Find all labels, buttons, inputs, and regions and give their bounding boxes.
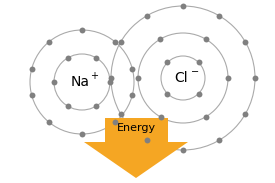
Point (119, 41, 123, 44)
Point (30, 94, 34, 97)
Point (130, 67, 134, 70)
Point (217, 139, 221, 142)
Text: Na: Na (70, 75, 89, 89)
Point (66, 56, 70, 59)
Point (158, 38, 163, 40)
Point (30, 67, 34, 70)
Point (94, 56, 98, 59)
Text: +: + (90, 71, 98, 81)
Text: Cl: Cl (174, 71, 188, 85)
Point (109, 76, 113, 79)
Point (253, 76, 257, 79)
Point (145, 14, 149, 17)
Point (181, 149, 185, 152)
Point (243, 113, 248, 115)
Point (226, 76, 230, 79)
Point (108, 81, 112, 83)
Point (196, 92, 201, 95)
Text: −: − (191, 67, 199, 77)
Point (165, 61, 170, 64)
Point (113, 120, 118, 123)
Point (145, 139, 149, 142)
Point (119, 113, 123, 115)
Point (46, 41, 51, 44)
Point (113, 41, 118, 44)
Point (203, 115, 208, 118)
Point (217, 14, 221, 17)
Point (136, 76, 140, 79)
Polygon shape (84, 118, 188, 178)
Point (203, 38, 208, 40)
Point (243, 41, 248, 44)
Point (196, 61, 201, 64)
Point (158, 115, 163, 118)
Point (165, 92, 170, 95)
Point (46, 120, 51, 123)
Point (66, 105, 70, 108)
Point (94, 105, 98, 108)
Point (80, 132, 84, 135)
Text: Energy: Energy (116, 123, 156, 133)
Point (52, 81, 56, 83)
Point (181, 5, 185, 8)
Point (130, 94, 134, 97)
Point (80, 29, 84, 31)
